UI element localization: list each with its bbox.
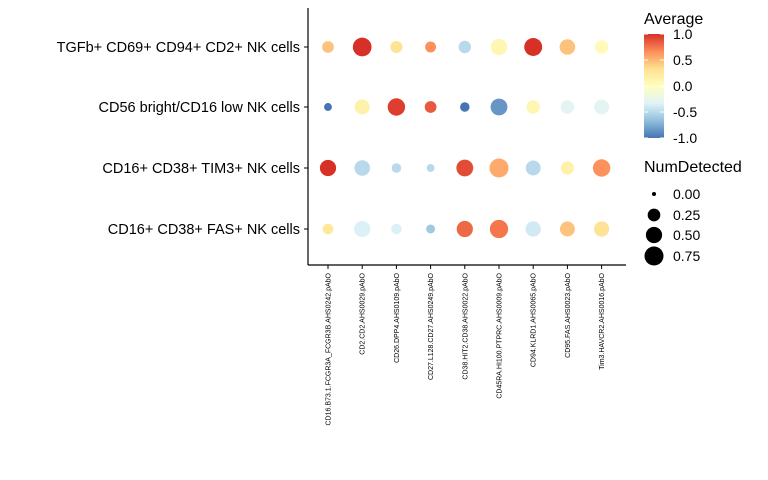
- color-legend-label: 1.0: [673, 26, 693, 42]
- dot: [594, 99, 610, 115]
- color-legend-label: -0.5: [673, 104, 697, 120]
- dot: [322, 41, 334, 53]
- column-label: CD26.DPP4.AHS0109.pAbO: [394, 272, 401, 362]
- column-label: CD27.L128.CD27.AHS0249.pAbO: [428, 272, 435, 380]
- dot: [524, 38, 543, 56]
- dot: [426, 224, 436, 234]
- column-label: CD45RA.HI100.PTPRC.AHS0009.pAbO: [497, 272, 504, 398]
- column-label: CD38.HIT2.CD38.AHS0022.pAbO: [462, 272, 469, 379]
- dot: [593, 221, 610, 237]
- row-label: CD56 bright/CD16 low NK cells: [99, 100, 300, 116]
- column-label: CD94.KLRD1.AHS0065.pAbO: [531, 272, 538, 367]
- dot: [391, 223, 402, 235]
- row-labels: TGFb+ CD69+ CD94+ CD2+ NK cells CD56 brig…: [57, 40, 308, 238]
- color-legend: Average 1.0 0.5 0.0 -0.5 -1.0: [644, 11, 703, 146]
- size-legend-label: 0.00: [673, 186, 700, 202]
- size-legend-label: 0.25: [673, 207, 700, 223]
- column-label: CD95.FAS.AHS0023.pAbO: [565, 272, 572, 357]
- row-label: TGFb+ CD69+ CD94+ CD2+ NK cells: [57, 40, 300, 56]
- dot: [324, 103, 332, 111]
- dot: [456, 220, 473, 238]
- dot: [526, 100, 540, 114]
- size-legend-label: 0.50: [673, 227, 700, 243]
- color-legend-label: -1.0: [673, 130, 697, 146]
- dot: [354, 99, 370, 115]
- column-label: CD16.B73.1.FCGR3A_FCGR3B.AHS0242.pAbO: [326, 272, 333, 425]
- dot: [322, 223, 334, 235]
- color-legend-label: 0.0: [673, 78, 693, 94]
- color-legend-bar: [644, 34, 664, 138]
- size-legend-label: 0.75: [673, 248, 700, 264]
- dot: [560, 100, 575, 114]
- column-labels: CD16.B73.1.FCGR3A_FCGR3B.AHS0242.pAbO CD2…: [326, 265, 606, 426]
- dot: [460, 102, 470, 112]
- dot: [490, 38, 508, 56]
- dot: [525, 221, 541, 237]
- dot: [424, 101, 437, 113]
- dot: [354, 160, 371, 176]
- dot: [319, 159, 337, 177]
- size-legend-dot: [647, 208, 661, 222]
- dot: [391, 163, 402, 173]
- row-label: CD16+ CD38+ FAS+ NK cells: [108, 222, 300, 238]
- dot: [354, 220, 371, 238]
- dot: [352, 37, 372, 57]
- dots: [319, 37, 611, 239]
- dot: [489, 158, 509, 178]
- color-legend-label: 0.5: [673, 52, 693, 68]
- size-legend-title: NumDetected: [644, 159, 742, 176]
- dot: [592, 159, 611, 177]
- dot: [559, 39, 576, 55]
- dot: [390, 40, 403, 54]
- size-legend-dot: [644, 246, 664, 266]
- color-legend-title: Average: [644, 11, 703, 28]
- dot: [525, 160, 541, 176]
- size-legend-dot: [645, 226, 663, 244]
- dot: [560, 161, 574, 175]
- dot: [425, 41, 437, 53]
- dot: [559, 221, 575, 237]
- dot: [594, 40, 609, 54]
- column-label: Tim3.HAVCR2.AHS0016.pAbO: [599, 272, 606, 369]
- dot: [426, 164, 435, 172]
- dot: [387, 98, 406, 116]
- column-label: CD2.CD2.AHS0029.pAbO: [360, 272, 367, 354]
- dot: [489, 219, 509, 239]
- row-label: CD16+ CD38+ TIM3+ NK cells: [102, 161, 300, 177]
- axes: [307, 8, 626, 266]
- dot: [456, 159, 474, 177]
- dot: [490, 98, 508, 116]
- size-legend-dot: [652, 192, 656, 196]
- dot: [458, 40, 472, 54]
- size-legend: NumDetected 0.00 0.25 0.50 0.75: [644, 159, 742, 266]
